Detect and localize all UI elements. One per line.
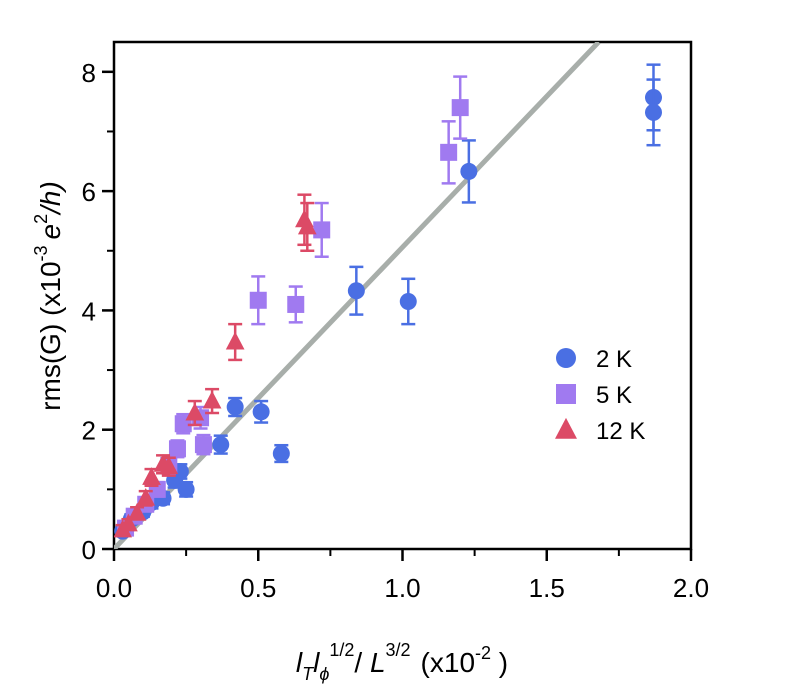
legend-marker-12k <box>555 417 577 439</box>
y-tick-label: 8 <box>82 58 96 88</box>
point-2k <box>226 398 244 416</box>
y-tick-label: 4 <box>82 296 96 326</box>
point-12k <box>225 331 245 350</box>
x-tick-label: 1.0 <box>384 573 420 603</box>
point-12k <box>127 502 147 521</box>
point-2k <box>177 480 195 498</box>
legend-label-12k: 12 K <box>596 418 645 445</box>
x-tick-label: 2.0 <box>673 573 709 603</box>
point-2k <box>399 292 417 310</box>
point-12k <box>202 390 222 409</box>
point-12k <box>297 216 317 235</box>
point-12k <box>136 488 156 506</box>
y-tick-label: 2 <box>82 416 96 446</box>
point-2k <box>347 282 365 300</box>
x-tick-label: 1.5 <box>529 573 565 603</box>
point-5k <box>287 295 305 313</box>
point-5k <box>440 143 458 161</box>
y-tick-label: 6 <box>82 177 96 207</box>
y-tick-label: 0 <box>82 535 96 565</box>
point-5k <box>194 436 212 454</box>
x-tick-label: 0.5 <box>240 573 276 603</box>
point-5k <box>313 221 331 239</box>
legend-label-2k: 2 K <box>596 346 632 373</box>
legend-marker-5k <box>556 384 576 404</box>
point-12k <box>185 402 205 421</box>
point-5k <box>249 291 267 309</box>
point-12k <box>142 467 161 485</box>
y-axis-label: rms(G) (x10-3e2/h) <box>31 181 66 411</box>
point-12k <box>159 456 179 475</box>
legend: 2 K 5 K 12 K <box>555 346 645 445</box>
point-2k <box>460 162 478 180</box>
point-12k <box>119 513 138 532</box>
point-2k <box>212 436 230 454</box>
x-tick-label: 0.0 <box>96 573 132 603</box>
axis-ticks <box>102 70 693 561</box>
point-2k <box>272 445 290 463</box>
data-points <box>114 63 662 540</box>
y-tick-labels: 0 2 4 6 8 <box>82 58 96 565</box>
point-2k <box>644 103 662 121</box>
x-axis-label: lTlϕ1/2/ L3/2 (x10-2 ) <box>296 640 508 684</box>
point-5k <box>168 440 186 458</box>
point-5k <box>451 99 469 117</box>
legend-marker-2k <box>556 348 576 368</box>
point-2k <box>252 403 270 421</box>
x-tick-labels: 0.0 0.5 1.0 1.5 2.0 <box>96 573 709 603</box>
legend-label-5k: 5 K <box>596 382 632 409</box>
